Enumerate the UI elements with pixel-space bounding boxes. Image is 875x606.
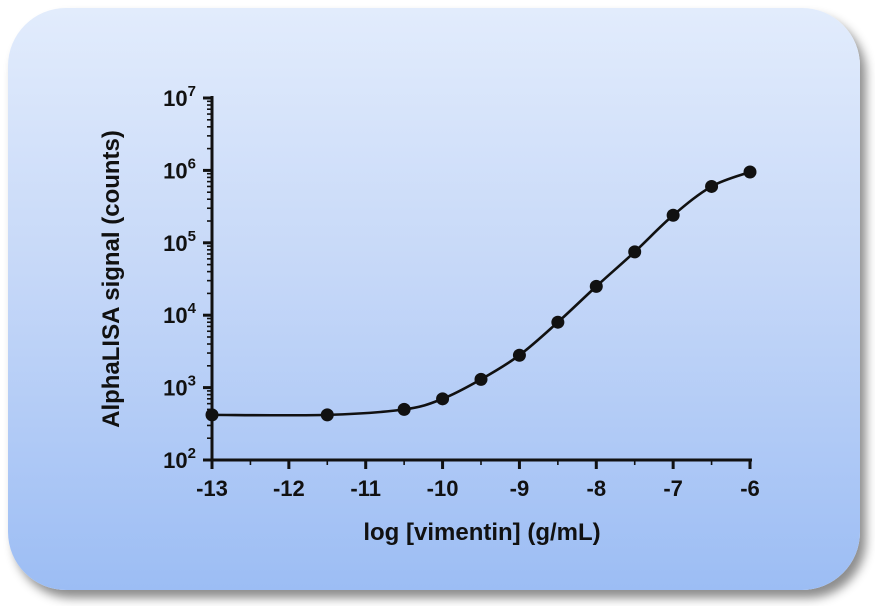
data-point (436, 392, 450, 406)
y-axis-ticks: 102 103 104 105 106 107 (163, 83, 212, 473)
data-point (589, 279, 603, 293)
chart-background-card (8, 8, 860, 590)
data-point (320, 408, 334, 422)
x-tick-label: -9 (510, 476, 530, 501)
data-point (551, 315, 565, 329)
y-tick-label: 107 (163, 83, 196, 111)
data-point (205, 408, 219, 422)
x-axis-title: log [vimentin] (g/mL) (363, 519, 600, 546)
data-point (512, 348, 526, 362)
axes (210, 96, 752, 462)
x-tick-label: -6 (740, 476, 760, 501)
data-point (474, 372, 488, 386)
data-point (666, 208, 680, 222)
x-tick-label: -12 (273, 476, 305, 501)
y-tick-label: 104 (163, 300, 196, 328)
data-point (397, 402, 411, 416)
x-tick-label: -8 (587, 476, 607, 501)
y-axis-title: AlphaLISA signal (counts) (98, 130, 125, 428)
y-tick-label: 103 (163, 373, 196, 401)
x-tick-label: -13 (196, 476, 228, 501)
x-axis-ticks: -13 -12 -11 -10 -9 -8 -7 -6 (196, 460, 760, 501)
x-tick-label: -11 (350, 476, 381, 501)
data-point (743, 165, 757, 179)
x-tick-label: -10 (427, 476, 459, 501)
data-points (205, 165, 757, 422)
y-tick-label: 106 (163, 155, 196, 183)
y-tick-label: 102 (163, 445, 196, 473)
data-point (628, 245, 642, 259)
x-tick-label: -7 (663, 476, 683, 501)
data-point (705, 179, 719, 193)
y-tick-label: 105 (163, 228, 196, 256)
